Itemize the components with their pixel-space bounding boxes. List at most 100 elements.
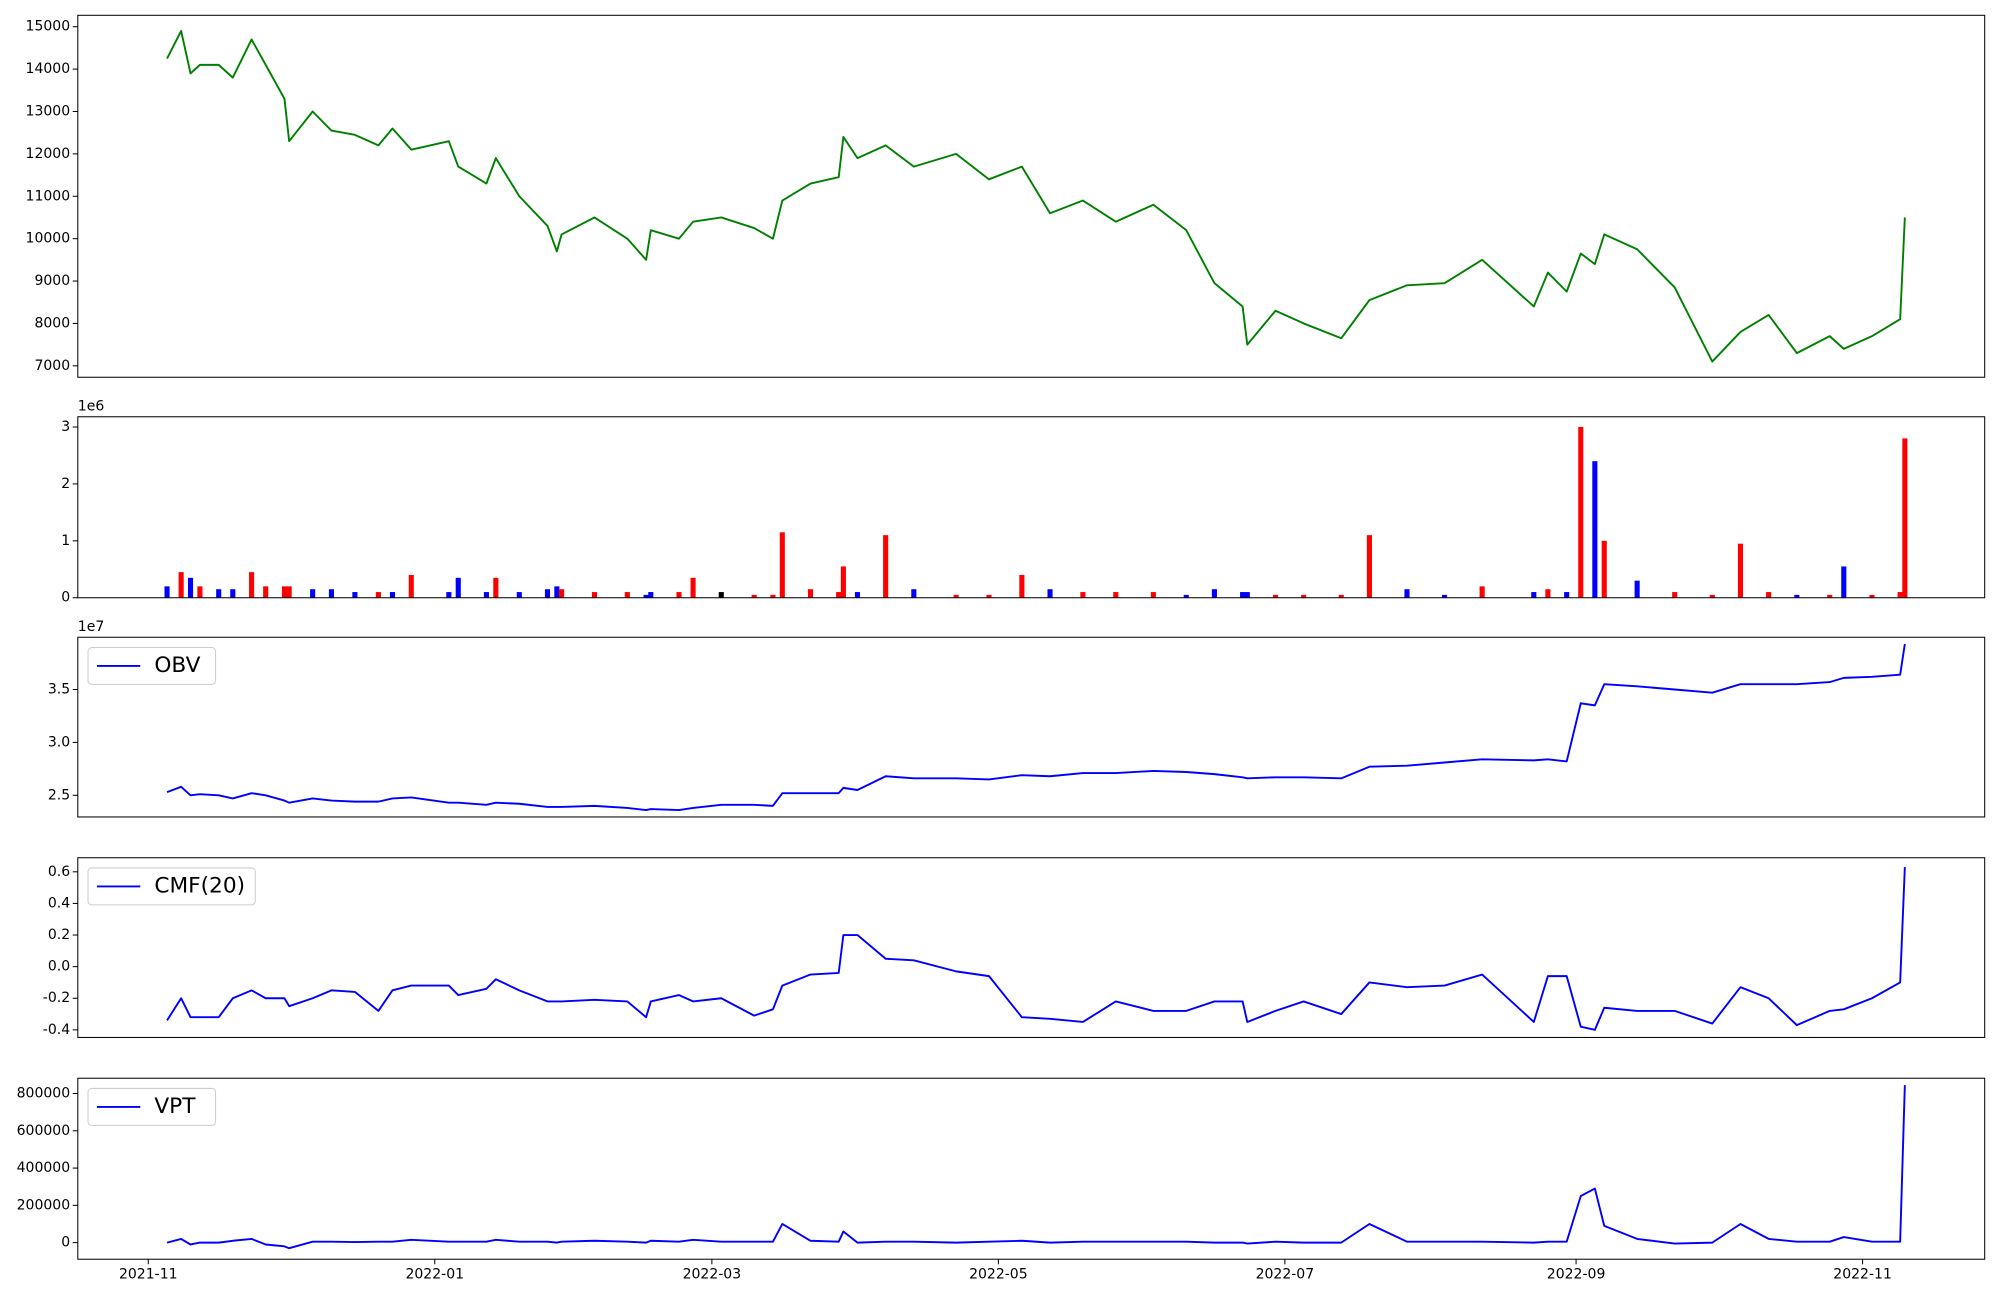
line	[166, 30, 1906, 363]
y-tick-label: 0.0	[48, 959, 70, 975]
x-tick-label: 2022-01	[405, 1267, 464, 1283]
y-tick-label: 15000	[26, 19, 71, 35]
bar	[230, 589, 236, 598]
y-tick-label: 3.0	[48, 734, 70, 750]
y-tick-label: 0.4	[48, 895, 70, 911]
bar	[854, 592, 861, 598]
bar	[770, 594, 776, 598]
bar	[1211, 589, 1217, 598]
bar	[1902, 438, 1908, 598]
y-tick-label: 2	[61, 476, 70, 492]
legend: OBV	[87, 646, 217, 685]
bar	[1404, 589, 1410, 598]
bar	[1150, 592, 1156, 598]
bar	[840, 566, 846, 598]
bar	[648, 592, 654, 598]
y-tick-label: 7000	[34, 358, 70, 374]
y-tick-label: 9000	[34, 273, 70, 289]
bar	[483, 592, 489, 598]
y-tick-label: 0	[61, 1235, 70, 1251]
bar	[455, 577, 461, 598]
y-tick-label: -0.4	[43, 1022, 70, 1038]
legend-label: CMF(20)	[154, 873, 245, 898]
bar	[1019, 574, 1025, 598]
bar	[1531, 592, 1537, 598]
bar	[187, 577, 194, 598]
bar	[516, 592, 522, 598]
bar	[197, 586, 203, 598]
axes-frame	[77, 1077, 1986, 1260]
bar	[1272, 594, 1279, 598]
y-tick-label: 600000	[17, 1123, 71, 1139]
bar	[1301, 594, 1307, 598]
y-tick-label: 0.2	[48, 927, 70, 943]
bar	[1240, 592, 1246, 598]
bar	[263, 586, 269, 598]
bar	[544, 589, 551, 598]
bar	[375, 592, 381, 598]
y-tick-label: 3.5	[48, 682, 70, 698]
bar	[281, 586, 288, 598]
bar	[389, 592, 396, 598]
panel: 0 200000 400000 600000 800000 2021-11 2022-01 2…	[17, 1077, 1986, 1283]
y-tick-label: 12000	[26, 146, 71, 162]
legend-label: OBV	[154, 653, 200, 678]
bar	[1080, 592, 1086, 598]
y-tick-label: 14000	[26, 61, 71, 77]
bar	[216, 589, 222, 598]
x-tick-label: 2021-11	[119, 1267, 178, 1283]
bar	[591, 592, 598, 598]
y-tick-label: 13000	[26, 104, 71, 120]
axis-offset-label: 1e7	[78, 619, 104, 635]
line	[166, 1085, 1906, 1250]
bar	[1737, 543, 1744, 598]
y-tick-label: -0.2	[43, 990, 70, 1006]
bar	[953, 594, 959, 598]
bar	[1244, 592, 1250, 598]
bar	[328, 589, 334, 598]
y-tick-label: 0	[61, 590, 70, 606]
y-tick-label: 3	[61, 419, 70, 435]
bar	[883, 535, 889, 598]
legend-box	[87, 867, 256, 906]
axis-offset-label: 1e6	[78, 399, 105, 415]
panel: 2.5 3.0 3.5 1e7 OBV	[48, 619, 1986, 818]
bar	[1869, 594, 1875, 598]
bar	[1564, 592, 1570, 598]
bar	[446, 592, 452, 598]
bar	[676, 592, 682, 598]
bar	[807, 589, 814, 598]
axes-frame	[77, 14, 1986, 378]
bar	[1545, 589, 1551, 598]
bar	[643, 594, 649, 598]
bar	[1794, 594, 1800, 598]
bar	[718, 592, 724, 598]
bar	[779, 532, 785, 598]
bar	[1442, 594, 1448, 598]
bar	[249, 572, 255, 598]
y-tick-label: 11000	[26, 188, 71, 204]
bar	[1634, 580, 1640, 598]
y-tick-label: 800000	[17, 1086, 71, 1102]
bar	[1183, 594, 1189, 598]
x-tick-label: 2022-03	[683, 1267, 742, 1283]
y-tick-label: 200000	[17, 1197, 71, 1213]
bar	[986, 594, 992, 598]
bar	[1578, 427, 1584, 598]
bar	[554, 586, 560, 598]
legend: VPT	[87, 1087, 217, 1126]
bar	[493, 577, 499, 598]
bar	[352, 592, 358, 598]
y-tick-label: 10000	[26, 231, 71, 247]
bar	[1601, 540, 1607, 598]
x-tick-label: 2022-07	[1256, 1267, 1315, 1283]
axes-frame	[77, 416, 1986, 599]
bar	[408, 574, 414, 598]
panel: -0.4 -0.2 0.0 0.2 0.4 0.6 CMF(20)	[43, 857, 1986, 1038]
bar	[1672, 592, 1678, 598]
bar	[310, 589, 316, 598]
axes-frame	[77, 636, 1986, 818]
bar	[1366, 535, 1372, 598]
